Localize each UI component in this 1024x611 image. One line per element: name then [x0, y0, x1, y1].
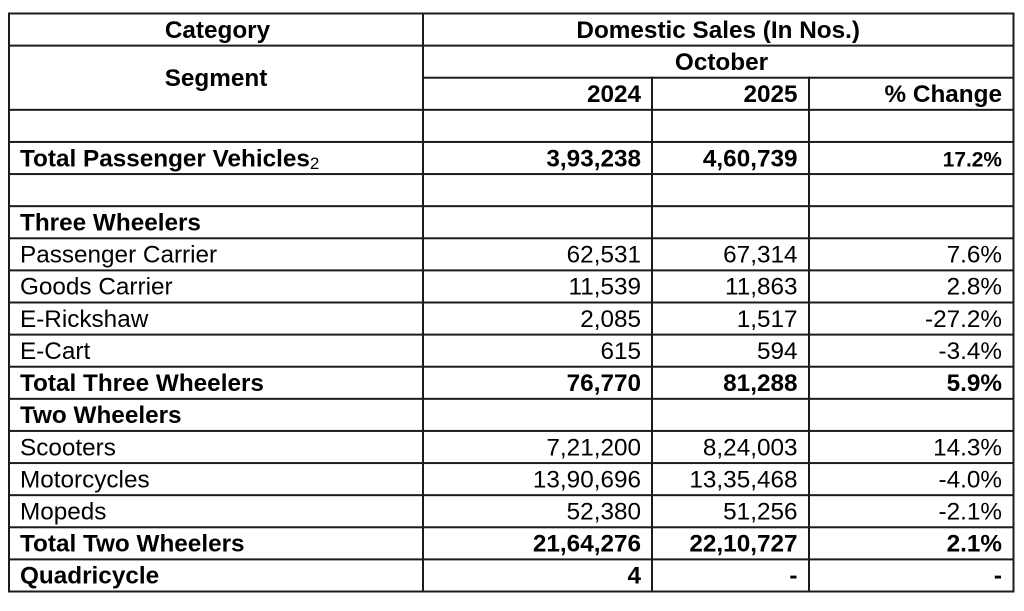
svg-text:% Change: % Change [885, 81, 1002, 108]
svg-text:-: - [994, 563, 1002, 590]
svg-text:2024: 2024 [587, 81, 642, 108]
svg-text:7,21,200: 7,21,200 [546, 434, 641, 461]
svg-text:Motorcycles: Motorcycles [20, 466, 150, 493]
svg-text:2.1%: 2.1% [947, 531, 1002, 558]
svg-text:October: October [675, 49, 769, 76]
svg-text:Quadricycle: Quadricycle [20, 563, 159, 590]
svg-text:81,288: 81,288 [723, 370, 797, 397]
svg-text:13,35,468: 13,35,468 [689, 466, 797, 493]
svg-text:2,085: 2,085 [580, 306, 641, 333]
svg-text:14.3%: 14.3% [933, 434, 1002, 461]
svg-text:Domestic Sales (In Nos.): Domestic Sales (In Nos.) [576, 17, 860, 44]
svg-text:67,314: 67,314 [723, 242, 797, 269]
svg-text:52,380: 52,380 [567, 499, 641, 526]
svg-text:Total Three Wheelers: Total Three Wheelers [20, 370, 264, 397]
svg-text:8,24,003: 8,24,003 [703, 434, 798, 461]
svg-text:-: - [789, 563, 797, 590]
svg-text:76,770: 76,770 [567, 370, 641, 397]
svg-text:22,10,727: 22,10,727 [689, 531, 797, 558]
svg-text:11,863: 11,863 [725, 274, 798, 301]
svg-text:-27.2%: -27.2% [925, 306, 1002, 333]
svg-text:4,60,739: 4,60,739 [703, 145, 798, 172]
svg-text:Three Wheelers: Three Wheelers [20, 210, 201, 237]
svg-text:Scooters: Scooters [20, 434, 116, 461]
svg-text:62,531: 62,531 [567, 242, 641, 269]
svg-text:615: 615 [600, 338, 641, 365]
svg-text:2.8%: 2.8% [947, 274, 1002, 301]
svg-text:7.6%: 7.6% [947, 242, 1002, 269]
svg-text:Mopeds: Mopeds [20, 499, 106, 526]
svg-text:Category: Category [165, 17, 271, 44]
svg-text:21,64,276: 21,64,276 [533, 531, 641, 558]
svg-text:4: 4 [627, 563, 641, 590]
svg-text:13,90,696: 13,90,696 [533, 466, 641, 493]
svg-text:E-Cart: E-Cart [20, 338, 90, 365]
svg-text:Passenger Carrier: Passenger Carrier [20, 242, 217, 269]
svg-text:Segment: Segment [165, 65, 268, 92]
svg-text:594: 594 [757, 338, 798, 365]
svg-text:3,93,238: 3,93,238 [546, 145, 641, 172]
svg-text:2025: 2025 [743, 81, 797, 108]
svg-text:-2.1%: -2.1% [939, 499, 1002, 526]
svg-text:11,539: 11,539 [568, 274, 641, 301]
svg-text:5.9%: 5.9% [947, 370, 1002, 397]
svg-text:-3.4%: -3.4% [939, 338, 1002, 365]
svg-text:51,256: 51,256 [723, 499, 797, 526]
svg-text:17.2%: 17.2% [943, 148, 1003, 171]
svg-text:Total Two Wheelers: Total Two Wheelers [20, 531, 245, 558]
svg-text:1,517: 1,517 [737, 306, 798, 333]
svg-text:Goods Carrier: Goods Carrier [20, 274, 173, 301]
svg-text:E-Rickshaw: E-Rickshaw [20, 306, 149, 333]
svg-text:Two Wheelers: Two Wheelers [20, 402, 182, 429]
svg-text:Total Passenger Vehicles2: Total Passenger Vehicles2 [20, 145, 319, 173]
svg-text:-4.0%: -4.0% [939, 466, 1002, 493]
